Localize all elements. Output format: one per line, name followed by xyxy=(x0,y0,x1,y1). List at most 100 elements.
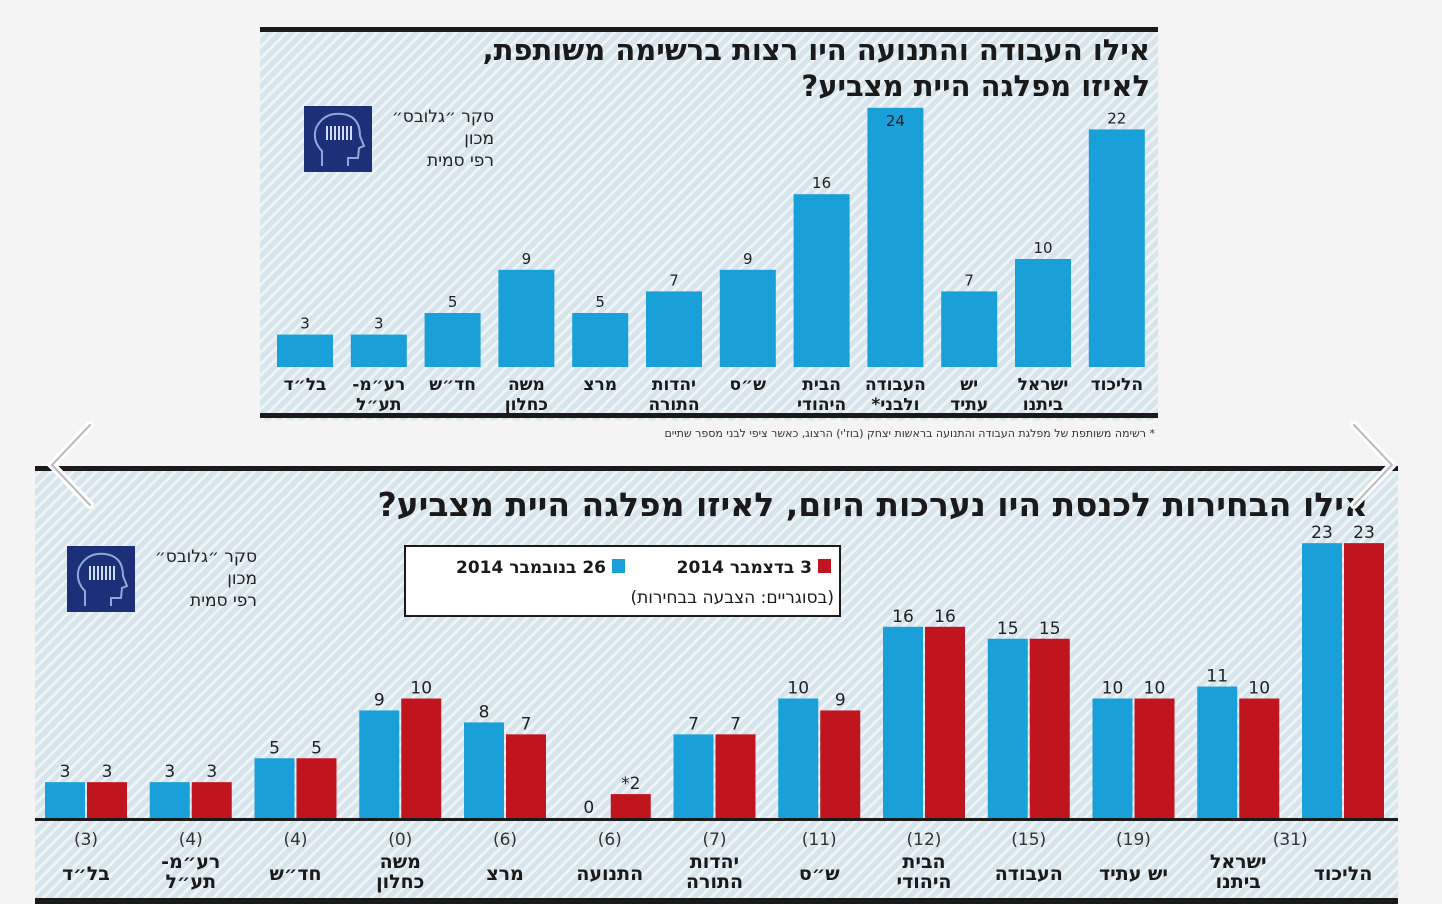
carousel-prev-button[interactable] xyxy=(42,420,102,510)
chevron-left-icon[interactable] xyxy=(46,421,94,509)
bar-dec xyxy=(296,758,337,818)
category-label: העבודה xyxy=(995,863,1063,885)
bar-nov xyxy=(1197,686,1238,818)
top-title-line-1: אילו העבודה והתנועה היו רצות ברשימה משות… xyxy=(483,33,1150,67)
previous-election-seats: (3) xyxy=(74,830,98,850)
bar-nov xyxy=(464,722,504,818)
data-label: 23 xyxy=(1311,523,1333,543)
category-label: התורה xyxy=(648,395,699,415)
barcode-line xyxy=(330,126,332,140)
category-label: ביתנו xyxy=(1216,871,1261,893)
logo-text: רפי סמית xyxy=(190,591,257,611)
category-label: מרצ xyxy=(486,863,524,885)
previous-election-seats: (11) xyxy=(802,830,837,850)
data-label: 16 xyxy=(892,607,914,627)
bar xyxy=(498,269,555,367)
legend: 3 בדצמבר 2014 26 בנובמבר 2014 (בסוגריים:… xyxy=(404,545,841,617)
category-label: משה xyxy=(380,851,421,873)
bar xyxy=(277,334,333,367)
category-label: כחלון xyxy=(505,395,548,415)
category-label: חד״ש xyxy=(269,863,321,885)
data-label: 10 xyxy=(787,679,809,699)
barcode-line xyxy=(93,566,95,580)
barcode-line xyxy=(97,566,99,580)
bar xyxy=(719,269,776,367)
category-label: יש xyxy=(960,375,978,395)
previous-election-seats: (31) xyxy=(1273,830,1308,850)
data-label: 5 xyxy=(269,738,280,758)
bar xyxy=(572,313,629,367)
bar-nov xyxy=(987,638,1028,818)
data-label: 9 xyxy=(743,250,753,268)
category-label: משה xyxy=(508,375,545,395)
bar-dec xyxy=(820,710,861,818)
legend-note: (בסוגריים: הצבעה בבחירות) xyxy=(630,588,834,608)
barcode-line xyxy=(350,126,352,140)
data-label: 23 xyxy=(1353,523,1375,543)
data-label: 10 xyxy=(1033,239,1052,257)
data-label: 15 xyxy=(997,619,1019,639)
barcode-line xyxy=(346,126,348,140)
data-label: 16 xyxy=(934,607,956,627)
category-label: יהדות xyxy=(652,375,696,395)
carousel-next-button[interactable] xyxy=(1342,420,1402,510)
data-label: 7 xyxy=(521,714,532,734)
data-label: 10 xyxy=(1102,679,1124,699)
logo-text: מכון xyxy=(464,129,494,149)
data-label: 9 xyxy=(374,690,385,710)
category-label: ישראל xyxy=(1018,375,1069,395)
category-label: יש עתיד xyxy=(1099,863,1168,885)
barcode-line xyxy=(326,126,328,140)
data-label: 5 xyxy=(595,293,605,311)
baseline xyxy=(35,818,1398,821)
legend-label-nov: 26 בנובמבר 2014 xyxy=(456,558,606,578)
top-footnote: * רשימה משותפת של מפלגת העבודה והתנועה ב… xyxy=(664,427,1155,440)
bar-dec xyxy=(1239,698,1280,818)
logo-text: רפי סמית xyxy=(427,151,494,171)
category-label: עתיד xyxy=(950,395,988,415)
category-label: תע״ל xyxy=(165,871,216,893)
top-bars: 3בל״ד3רע״מ-תע״ל5חד״ש9משהכחלון5מרצ7יהדותה… xyxy=(277,107,1145,415)
top-panel-rule xyxy=(260,27,1158,32)
legend-swatch-dec xyxy=(818,559,831,573)
data-label: 5 xyxy=(311,738,322,758)
bar xyxy=(646,291,702,367)
previous-election-seats: (19) xyxy=(1116,830,1151,850)
data-label: 3 xyxy=(300,315,310,333)
bar-dec xyxy=(506,734,546,818)
category-label: הליכוד xyxy=(1314,863,1373,885)
category-label: כחלון xyxy=(376,871,424,893)
data-label: 8 xyxy=(479,702,490,722)
data-label: 10 xyxy=(1144,679,1166,699)
bar xyxy=(424,313,481,367)
bar xyxy=(867,107,924,368)
bar-nov xyxy=(778,698,819,818)
category-label: חד״ש xyxy=(429,375,476,395)
category-label: מרצ xyxy=(583,375,617,395)
category-label: היהודי xyxy=(897,871,952,893)
data-label: 3 xyxy=(374,315,384,333)
barcode-line xyxy=(334,126,336,140)
top-panel-bottom-rule xyxy=(260,413,1158,418)
bar-nov xyxy=(149,782,190,818)
top-title-line-2: לאיזו מפלגה היית מצביע? xyxy=(801,69,1150,103)
category-label: ולבני* xyxy=(871,395,919,415)
previous-election-seats: (15) xyxy=(1011,830,1046,850)
barcode-line xyxy=(101,566,103,580)
category-label: ביתנו xyxy=(1023,395,1064,415)
data-label: 7 xyxy=(688,714,699,734)
barcode-line xyxy=(113,566,115,580)
bottom-panel xyxy=(35,470,1398,904)
logo-text: מכון xyxy=(227,569,257,589)
category-label: הליכוד xyxy=(1091,375,1143,395)
chevron-right-icon[interactable] xyxy=(1350,421,1398,509)
data-label: 9 xyxy=(522,250,532,268)
data-label: 3 xyxy=(206,762,217,782)
data-label: 10 xyxy=(410,679,432,699)
bar-nov xyxy=(254,758,295,818)
data-label: 15 xyxy=(1039,619,1061,639)
previous-election-seats: (6) xyxy=(493,830,517,850)
category-label: רע״מ- xyxy=(352,375,405,395)
logo-text: סקר ״גלובס״ xyxy=(155,547,257,567)
